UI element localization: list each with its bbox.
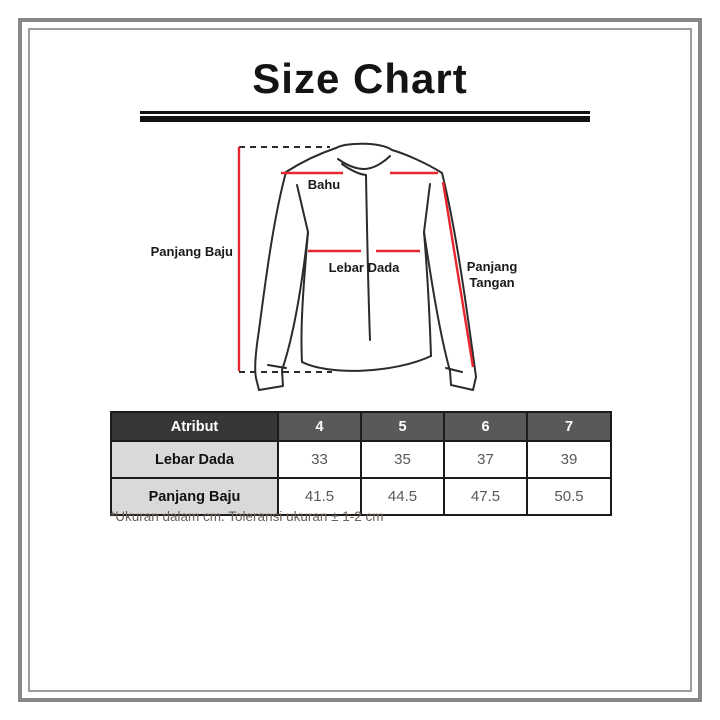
row-label: Panjang Baju [110,477,279,516]
page-title: Size Chart [252,55,468,102]
header-cell-size-4: 4 [277,411,362,442]
value-cell: 44.5 [360,477,445,516]
measurement-lines [237,147,475,371]
bahu-label: Bahu [308,177,341,192]
size-table: Atribut 4 5 6 7 Lebar Dada 33 35 37 39 P… [110,411,612,516]
value-cell: 41.5 [277,477,362,516]
title-underline-gap [140,114,590,116]
header-cell-size-7: 7 [526,411,612,442]
table-row-panjang-baju: Panjang Baju 41.5 44.5 47.5 50.5 [110,477,612,516]
size-tolerance-footnote: *Ukuran dalam cm. Toleransi ukuran ± 1-2… [110,509,384,524]
value-cell: 47.5 [443,477,528,516]
table-row-lebar-dada: Lebar Dada 33 35 37 39 [110,440,612,479]
shirt-measurement-diagram: Panjang Baju Bahu Lebar Dada Panjang Tan… [151,142,518,391]
panjang-baju-label: Panjang Baju [151,244,233,259]
value-cell: 37 [443,440,528,479]
title-underline [140,111,590,122]
inner-border-frame: Size Chart [28,28,692,692]
title-underline-thick [140,116,590,122]
size-table-header-row: Atribut 4 5 6 7 [110,411,612,442]
value-cell: 50.5 [526,477,612,516]
header-cell-atribut: Atribut [110,411,279,442]
value-cell: 33 [277,440,362,479]
title-underline-thin [140,111,590,114]
value-cell: 39 [526,440,612,479]
row-label: Lebar Dada [110,440,279,479]
value-cell: 35 [360,440,445,479]
panjang-tangan-line [441,181,475,368]
header-cell-size-5: 5 [360,411,445,442]
outer-border-frame: Size Chart [18,18,702,702]
lebar-dada-label: Lebar Dada [329,260,401,275]
panjang-tangan-label-line2: Tangan [469,275,514,290]
shirt-outline [254,142,477,391]
panjang-tangan-label-line1: Panjang [467,259,518,274]
header-cell-size-6: 6 [443,411,528,442]
